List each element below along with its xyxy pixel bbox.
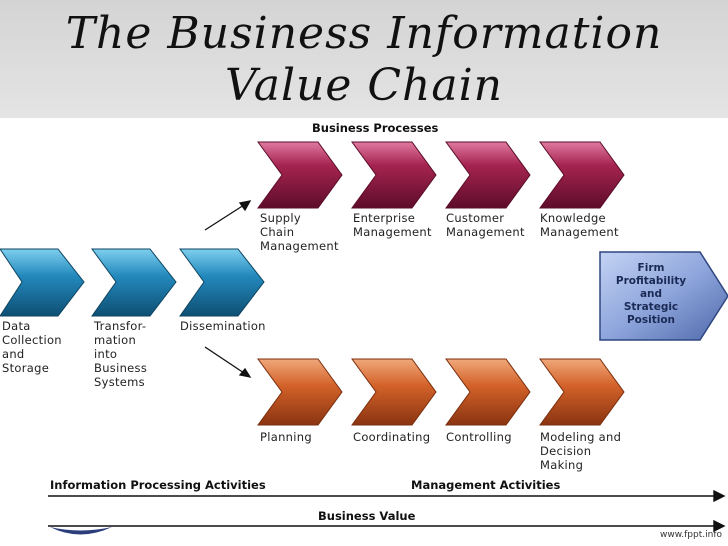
business-chevrons [257,141,625,209]
activities-line-arrowhead [713,489,726,503]
business-value-heading: Business Value [318,509,416,523]
label-coordinating: Coordinating [353,430,431,444]
management-chevrons [257,358,625,426]
arrow-down-head [238,367,252,378]
label-modeling: Modeling and Decision Making [540,430,622,472]
label-knowledge: Knowledge Management [540,211,619,239]
label-customer: Customer Management [446,211,525,239]
business-processes-heading: Business Processes [312,121,439,135]
information-chevrons [0,248,265,317]
label-enterprise: Enterprise Management [353,211,432,239]
chevron-transformation [91,248,177,317]
chevron-coordinating [351,358,437,426]
chevron-controlling [445,358,531,426]
arrow-up-head [238,200,252,212]
arrow-down-connector [204,346,245,374]
decorative-disc [50,527,112,535]
label-planning: Planning [260,430,312,444]
arrow-up-connector [204,204,245,231]
outcome-arrow [599,251,728,341]
business-value-arrowhead [713,519,726,533]
chevron-planning [257,358,343,426]
label-supply-chain: Supply Chain Management [260,211,339,253]
title-band: The Business Information Value Chain [0,0,728,118]
label-dissemination: Dissemination [180,319,266,333]
title-line-2: Value Chain [224,60,504,111]
timeline-lines [48,489,726,533]
chevron-enterprise [351,141,437,209]
chevron-supply-chain [257,141,343,209]
chevron-data-collection [0,248,85,317]
chevron-dissemination [179,248,265,317]
outcome-label: Firm Profitability and Strategic Positio… [615,262,687,326]
label-data-collection: Data Collection and Storage [2,319,62,375]
label-controlling: Controlling [446,430,512,444]
title-line-1: The Business Information [65,8,663,59]
information-processing-heading: Information Processing Activities [50,478,266,492]
watermark: www.fppt.info [660,530,722,540]
connector-arrows [204,200,252,378]
chevron-modeling [539,358,625,426]
chevron-knowledge [539,141,625,209]
management-activities-heading: Management Activities [411,478,561,492]
label-transformation: Transfor- mation into Business Systems [94,319,148,389]
chevron-customer [445,141,531,209]
